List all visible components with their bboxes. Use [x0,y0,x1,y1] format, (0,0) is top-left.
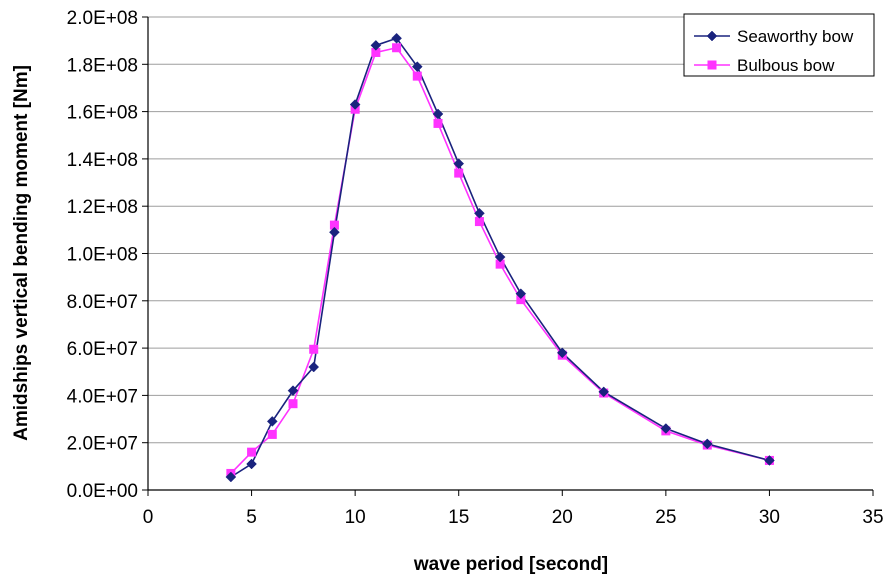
data-point-square [267,429,277,439]
data-point-diamond [494,251,506,263]
x-tick-label: 35 [862,507,883,528]
legend-label: Bulbous bow [737,56,835,75]
x-tick-label: 10 [345,507,366,528]
data-point-square [247,447,257,457]
data-point-square [288,399,298,409]
y-axis-title: Amidships vertical bending moment [Nm] [11,65,32,441]
x-tick-label: 30 [759,507,780,528]
data-point-diamond [308,361,320,373]
legend-label: Seaworthy bow [737,27,854,46]
data-point-square [454,168,464,178]
y-tick-label: 2.0E+07 [67,434,138,455]
y-tick-label: 1.0E+08 [67,245,138,266]
data-point-square [516,295,526,305]
data-point-diamond [432,108,444,120]
y-tick-label: 1.2E+08 [67,197,138,218]
tick-labels: 0.0E+00 2.0E+07 4.0E+07 6.0E+07 8.0E+07 1.0E+… [67,8,884,528]
x-tick-label: 0 [143,507,154,528]
data-point-square [474,217,484,227]
data-point-diamond [598,386,610,398]
data-point-diamond [453,158,465,169]
data-point-square [433,118,443,128]
legend-items: Seaworthy bow Bulbous bow [694,27,854,75]
x-axis-title: wave period [second] [413,554,608,575]
y-tick-label: 1.6E+08 [67,103,138,124]
data-point-diamond [329,226,340,238]
data-point-diamond [287,385,299,397]
y-tick-label: 1.8E+08 [67,55,138,76]
data-point-diamond [764,455,775,466]
data-point-diamond [474,207,485,219]
data-point-square [371,47,381,57]
y-tick-label: 1.4E+08 [67,150,138,171]
x-tick-label: 20 [552,507,573,528]
y-tick-label: 8.0E+07 [67,292,138,313]
data-point-diamond [515,288,527,300]
series-line [230,46,770,475]
data-point-diamond [246,458,257,470]
series-line [230,37,770,478]
data-point-square [495,259,505,269]
data-point-diamond [225,471,237,483]
data-point-diamond [266,416,278,427]
data-point-diamond [411,61,423,73]
series-seaworthy-bow [230,37,770,478]
y-tick-label: 4.0E+07 [67,386,138,407]
series-layer [225,32,775,483]
data-point-diamond [701,438,713,450]
x-tick-label: 25 [655,507,676,528]
data-point-square [707,60,717,70]
series-bulbous-bow [230,46,770,475]
data-point-square [309,344,319,354]
x-tick-label: 15 [448,507,469,528]
data-point-diamond [349,99,361,110]
data-point-diamond [391,32,402,44]
data-point-square [412,71,422,81]
data-point-square [392,43,402,53]
series-markers [225,32,775,483]
data-point-square [329,220,339,230]
data-point-diamond [660,423,672,434]
y-tick-label: 0.0E+00 [67,481,138,502]
y-tick-label: 2.0E+08 [67,8,138,29]
data-point-diamond [706,30,718,42]
axes [142,16,874,496]
data-point-diamond [556,347,568,359]
y-tick-label: 6.0E+07 [67,339,138,360]
data-point-diamond [370,40,382,51]
x-tick-label: 5 [246,507,257,528]
legend: Seaworthy bow Bulbous bow [683,13,875,77]
